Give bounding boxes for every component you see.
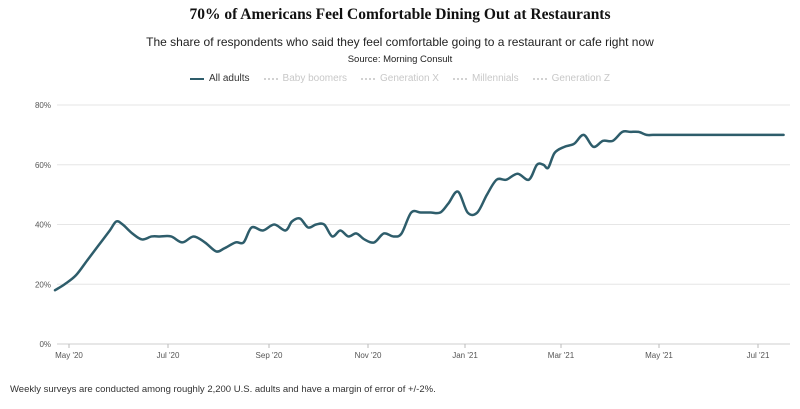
x-tick-label: May '20: [55, 351, 83, 360]
legend-label: Millennials: [471, 73, 519, 84]
legend-label: Baby boomers: [282, 73, 348, 84]
legend-item-millennials[interactable]: Millennials: [452, 73, 519, 84]
legend-swatch-generation-z: [532, 77, 547, 80]
x-tick-label: Jan '21: [452, 351, 478, 360]
y-tick-label: 40%: [35, 221, 51, 230]
legend: All adults Baby boomers Generation X Mil…: [0, 73, 800, 84]
legend-label: Generation Z: [551, 73, 611, 84]
legend-swatch-baby-boomers: [263, 77, 278, 80]
x-tick-label: Sep '20: [256, 351, 283, 360]
legend-item-generation-x[interactable]: Generation X: [361, 73, 439, 84]
legend-label: Generation X: [380, 73, 439, 84]
y-tick-label: 20%: [35, 280, 51, 289]
y-tick-label: 60%: [35, 161, 51, 170]
x-tick-label: Jul '20: [157, 351, 180, 360]
x-tick-label: May '21: [645, 351, 673, 360]
x-tick-label: Jul '21: [747, 351, 770, 360]
legend-swatch-all-adults: [189, 77, 204, 80]
y-tick-label: 80%: [35, 101, 51, 110]
legend-item-baby-boomers[interactable]: Baby boomers: [263, 73, 348, 84]
chart-footnote: Weekly surveys are conducted among rough…: [10, 384, 436, 395]
legend-label: All adults: [208, 73, 250, 84]
y-tick-label: 0%: [39, 340, 51, 349]
legend-item-generation-z[interactable]: Generation Z: [532, 73, 611, 84]
chart-subtitle: The share of respondents who said they f…: [146, 35, 654, 49]
chart-title: 70% of Americans Feel Comfortable Dining…: [189, 6, 611, 23]
legend-swatch-millennials: [452, 77, 467, 80]
chart-source: Source: Morning Consult: [347, 54, 453, 65]
series-line-all-adults: [53, 129, 785, 292]
x-tick-label: Nov '20: [355, 351, 382, 360]
x-tick-label: Mar '21: [548, 351, 575, 360]
legend-item-all-adults[interactable]: All adults: [189, 73, 250, 84]
legend-swatch-generation-x: [361, 77, 376, 80]
